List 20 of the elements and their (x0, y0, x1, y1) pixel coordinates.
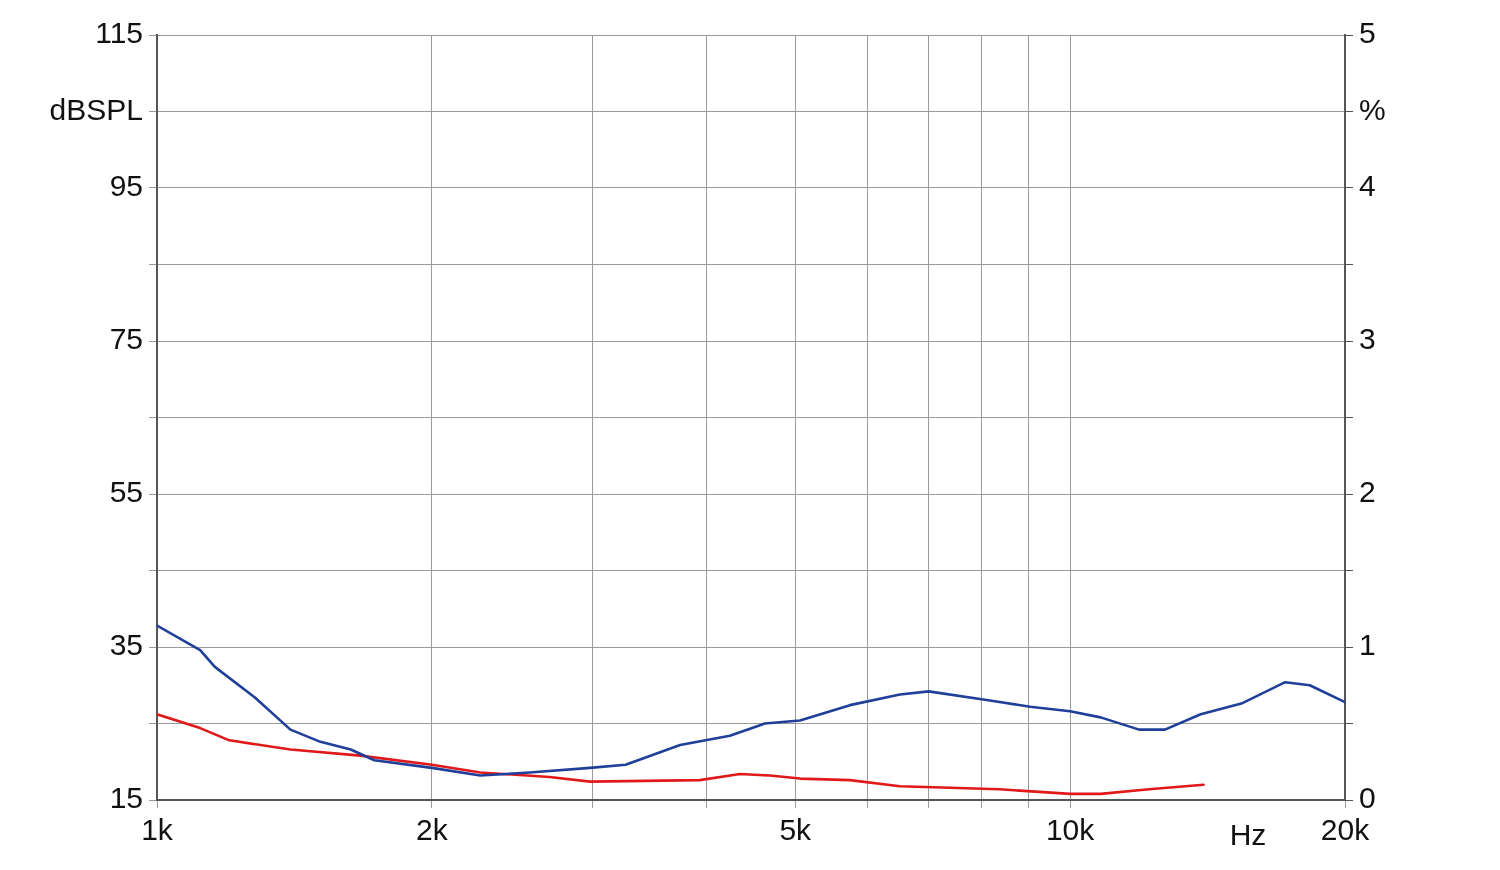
y-tick-label: 115 (95, 16, 143, 50)
y2-tick-label: 5 (1359, 16, 1376, 50)
y-tick-label: 75 (109, 322, 143, 356)
y2-tick-label: 4 (1359, 169, 1376, 203)
y2-tick-label: 2 (1359, 475, 1376, 509)
y2-tick-label: 3 (1359, 322, 1376, 356)
x-axis-title: Hz (1229, 818, 1267, 852)
y-tick-label: 95 (109, 169, 143, 203)
y2-tick-label: 0 (1359, 781, 1376, 815)
x-tick-label: 5k (779, 813, 813, 847)
y-tick-label: 55 (109, 475, 143, 509)
x-tick-label: 2k (416, 813, 449, 847)
y-tick-label: 15 (109, 781, 143, 815)
y2-tick-label: 1 (1359, 628, 1376, 662)
x-tick-label: 20k (1320, 813, 1371, 847)
x-tick-label: 1k (141, 813, 174, 847)
x-tick-label: 10k (1045, 813, 1096, 847)
y-tick-label: 35 (109, 628, 143, 662)
y-axis-title: dBSPL (49, 92, 143, 126)
y2-axis-title: % (1359, 92, 1386, 126)
